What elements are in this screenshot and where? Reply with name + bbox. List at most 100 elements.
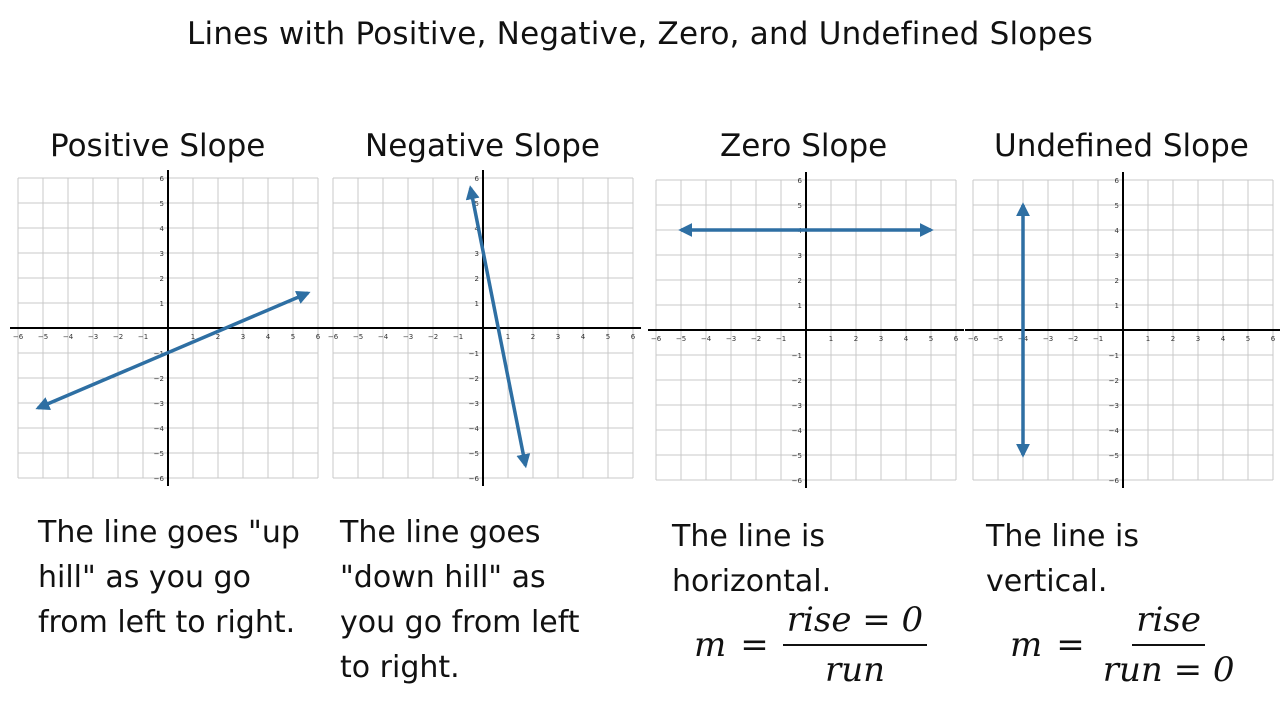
x-tick-label: 4 [1221,335,1226,343]
x-tick-label: −5 [993,335,1003,343]
y-tick-label: −1 [1109,352,1119,360]
description-line: from left to right. [38,605,296,640]
x-tick-label: 5 [606,333,610,341]
panel-heading: Positive Slope [50,128,266,164]
y-tick-label: −6 [792,477,803,485]
description-line: you go from left [340,605,580,640]
description-line: The line is [986,519,1139,554]
x-tick-label: 4 [581,333,586,341]
panel-description: The line goes "down hill" as you go from… [340,510,580,690]
x-tick-label: −3 [403,333,413,341]
formula-fraction: rise run = 0 [1099,600,1239,690]
y-tick-label: −5 [792,452,802,460]
x-tick-label: −2 [1068,335,1078,343]
slope-formula: m = rise run = 0 [1010,600,1239,690]
x-tick-label: 6 [1271,335,1276,343]
description-line: horizontal. [672,564,832,599]
slope-line [465,185,531,469]
formula-numerator: rise [1132,600,1205,646]
y-tick-label: 5 [798,202,802,210]
formula-m: m [1010,625,1043,665]
x-tick-label: 6 [954,335,959,343]
y-tick-label: 3 [798,252,802,260]
x-tick-label: 3 [879,335,883,343]
y-tick-label: 2 [798,277,802,285]
panel-description: The line goes "up hill" as you go from l… [38,510,300,645]
y-tick-label: 2 [160,275,164,283]
y-tick-label: −1 [469,350,479,358]
y-tick-label: −2 [469,375,479,383]
x-tick-label: −5 [353,333,363,341]
formula-equals: = [740,625,769,665]
y-tick-label: 4 [160,225,165,233]
x-tick-label: 4 [266,333,271,341]
x-tick-label: 2 [531,333,535,341]
formula-numerator: rise = 0 [782,600,928,646]
panel-heading: Undefined Slope [994,128,1249,164]
y-tick-label: 1 [475,300,479,308]
formula-denominator: run = 0 [1102,650,1235,690]
description-line: hill" as you go [38,560,251,595]
x-tick-label: −4 [378,333,389,341]
x-tick-label: −1 [138,333,148,341]
y-tick-label: −4 [792,427,803,435]
x-tick-label: 5 [291,333,295,341]
page-title: Lines with Positive, Negative, Zero, and… [187,16,1093,52]
description-line: The line goes "up [38,515,300,550]
x-tick-label: −3 [88,333,98,341]
y-tick-label: 2 [475,275,479,283]
x-tick-label: −2 [751,335,761,343]
x-tick-label: 2 [216,333,220,341]
formula-fraction: rise = 0 run [782,600,928,690]
x-tick-label: 1 [506,333,510,341]
x-tick-label: 4 [904,335,909,343]
x-tick-label: 6 [316,333,321,341]
y-tick-label: −1 [792,352,802,360]
x-tick-label: −2 [113,333,123,341]
y-tick-label: −5 [469,450,479,458]
y-tick-label: −4 [1109,427,1120,435]
x-tick-label: −4 [701,335,712,343]
x-tick-label: 2 [854,335,858,343]
y-tick-label: 5 [160,200,164,208]
x-tick-label: −3 [1043,335,1053,343]
y-tick-label: −6 [154,475,165,483]
y-tick-label: 6 [798,177,803,185]
x-tick-label: 6 [631,333,636,341]
y-tick-label: −2 [1109,377,1119,385]
x-tick-label: −4 [63,333,74,341]
x-tick-label: −3 [726,335,736,343]
y-tick-label: 3 [1115,252,1119,260]
formula-equals: = [1056,625,1085,665]
y-tick-label: −3 [1109,402,1119,410]
y-tick-label: −3 [154,400,164,408]
description-line: "down hill" as [340,560,546,595]
x-tick-label: −2 [428,333,438,341]
panel-description: The line is vertical. [986,514,1139,604]
y-tick-label: −6 [469,475,480,483]
y-tick-label: −2 [154,375,164,383]
x-tick-label: 1 [1146,335,1150,343]
x-tick-label: 3 [241,333,245,341]
y-tick-label: −6 [1109,477,1120,485]
x-tick-label: 3 [1196,335,1200,343]
formula-denominator: run [824,650,885,690]
x-tick-label: −5 [38,333,48,341]
description-line: vertical. [986,564,1108,599]
y-tick-label: −2 [792,377,802,385]
x-tick-label: 2 [1171,335,1175,343]
y-tick-label: 6 [475,175,480,183]
panel-description: The line is horizontal. [672,514,831,604]
y-tick-label: −4 [154,425,165,433]
y-tick-label: 1 [798,302,802,310]
x-tick-label: −6 [651,335,662,343]
y-tick-label: 1 [160,300,164,308]
description-line: to right. [340,650,460,685]
y-tick-label: 3 [475,250,479,258]
x-tick-label: 3 [556,333,560,341]
panel-heading: Negative Slope [365,128,600,164]
y-tick-label: 5 [1115,202,1119,210]
